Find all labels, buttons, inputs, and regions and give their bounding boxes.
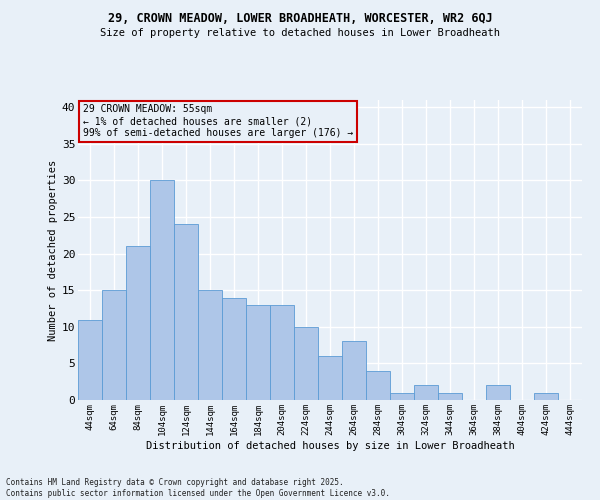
Bar [438,392,462,400]
Bar [150,180,174,400]
Text: 29, CROWN MEADOW, LOWER BROADHEATH, WORCESTER, WR2 6QJ: 29, CROWN MEADOW, LOWER BROADHEATH, WORC… [107,12,493,26]
Text: 29 CROWN MEADOW: 55sqm
← 1% of detached houses are smaller (2)
99% of semi-detac: 29 CROWN MEADOW: 55sqm ← 1% of detached … [83,104,353,138]
X-axis label: Distribution of detached houses by size in Lower Broadheath: Distribution of detached houses by size … [146,440,514,450]
Bar [222,298,246,400]
Text: Contains HM Land Registry data © Crown copyright and database right 2025.
Contai: Contains HM Land Registry data © Crown c… [6,478,390,498]
Bar [246,305,270,400]
Bar [486,386,510,400]
Bar [294,327,318,400]
Bar [318,356,342,400]
Bar [342,342,366,400]
Bar [366,370,390,400]
Bar [390,392,414,400]
Bar [534,392,558,400]
Text: Size of property relative to detached houses in Lower Broadheath: Size of property relative to detached ho… [100,28,500,38]
Bar [414,386,438,400]
Bar [174,224,198,400]
Bar [270,305,294,400]
Y-axis label: Number of detached properties: Number of detached properties [47,160,58,340]
Bar [198,290,222,400]
Bar [102,290,126,400]
Bar [78,320,102,400]
Bar [126,246,150,400]
